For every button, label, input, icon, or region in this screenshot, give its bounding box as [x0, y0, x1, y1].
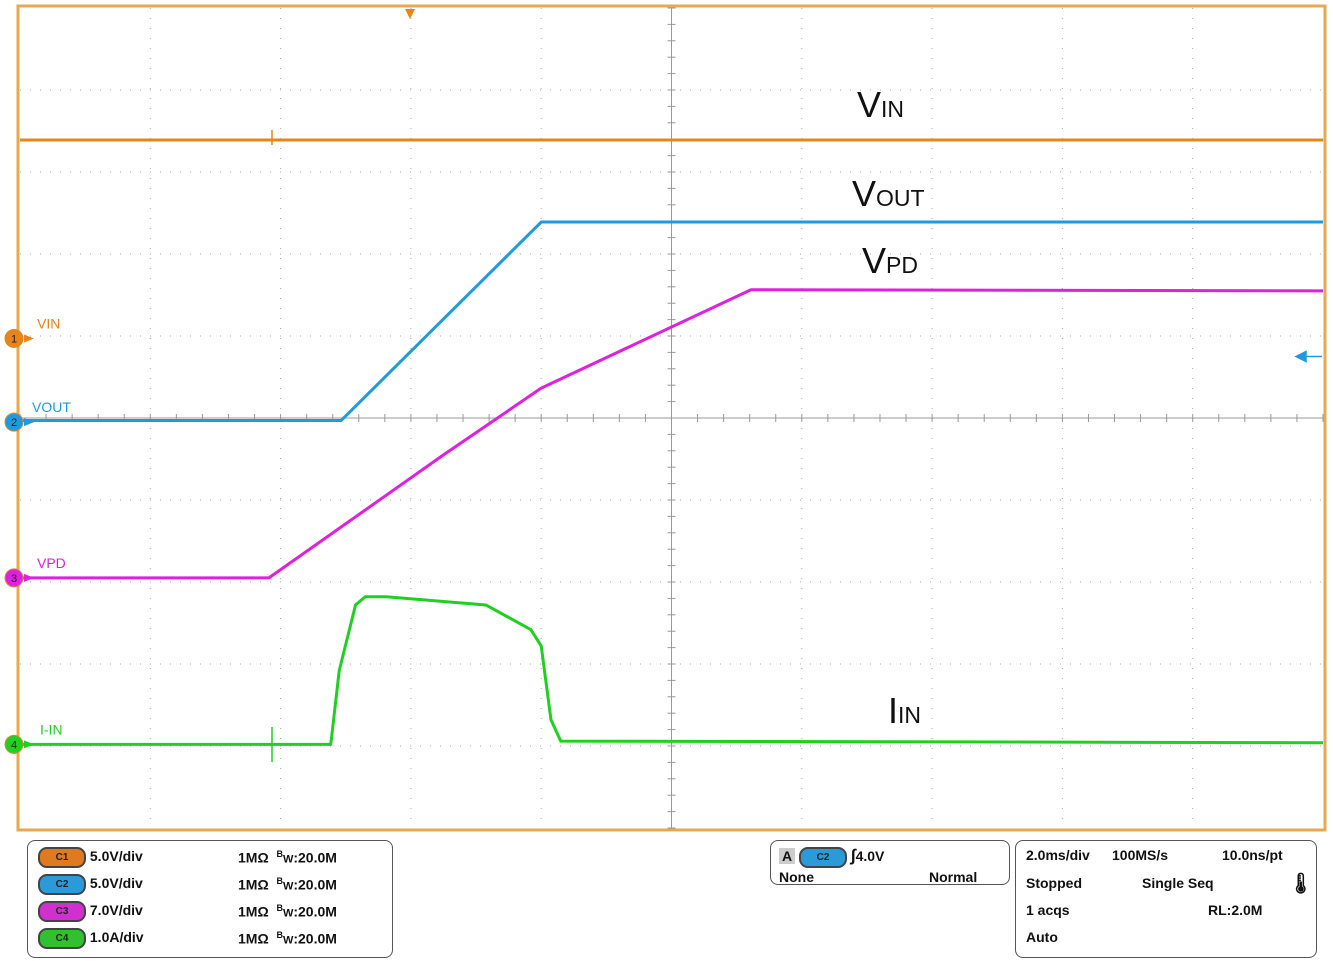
channel-badge[interactable]: C3	[38, 901, 86, 922]
channel-settings-panel: C1 5.0V/div 1MΩ BW:20.0M C2 5.0V/div 1MΩ…	[27, 840, 393, 958]
trace-vout	[20, 220, 1323, 422]
run-mode: Single Seq	[1142, 875, 1214, 891]
trigger-level-arrow-icon	[1294, 350, 1322, 363]
channel-badge[interactable]: C4	[38, 928, 86, 949]
sample-rate: 100MS/s	[1112, 847, 1169, 863]
record-length: RL:2.0M	[1208, 902, 1263, 918]
timebase: 2.0ms/div	[1026, 847, 1090, 863]
channel-scale: 7.0V/div	[89, 902, 143, 919]
channel-impedance-1: 1MΩ BW:20.0M	[238, 849, 337, 866]
trigger-mode: Normal	[929, 869, 978, 885]
channel-marker-number: 4	[11, 739, 17, 751]
acquisition-panel[interactable]: 2.0ms/div 100MS/s 10.0ns/pt Stopped Sing…	[1015, 840, 1317, 958]
trigger-auto: Auto	[1026, 929, 1058, 945]
trigger-coupling: None	[779, 869, 814, 885]
channel-marker-number: 3	[11, 573, 17, 585]
channel-1-ground-marker	[4, 328, 24, 348]
channel-row-3[interactable]: C3 7.0V/div	[38, 901, 143, 922]
channel-scale: 5.0V/div	[89, 875, 143, 892]
channel-badge[interactable]: C2	[38, 874, 86, 895]
channel-row-1[interactable]: C1 5.0V/div	[38, 847, 143, 868]
channel-3-ground-marker	[4, 568, 24, 588]
acq-state: Stopped	[1026, 875, 1082, 891]
trigger-panel[interactable]: A C2 ∫4.0V None Normal	[770, 840, 1010, 885]
channel-marker-number: 1	[11, 333, 17, 345]
ground-arrow	[24, 418, 34, 427]
annotation-vin: VIN	[857, 84, 905, 125]
channel-impedance-4: 1MΩ BW:20.0M	[238, 930, 337, 947]
channel-row-2[interactable]: C2 5.0V/div	[38, 874, 143, 895]
trace-vpd	[20, 288, 1324, 580]
trigger-source-badge[interactable]: C2	[799, 846, 848, 868]
thermometer-icon: 🌡	[1288, 873, 1314, 895]
trace-i-in	[20, 595, 1324, 746]
annotation-vpd: VPD	[862, 240, 918, 281]
acq-count: 1 acqs	[1026, 902, 1070, 918]
channel-marker-number: 2	[11, 417, 17, 429]
trigger-position-marker	[405, 9, 415, 19]
trigger-level: 4.0V	[855, 848, 885, 864]
ground-arrow	[24, 740, 34, 749]
ground-arrow	[24, 334, 34, 343]
channel-impedance-3: 1MΩ BW:20.0M	[238, 903, 337, 920]
ground-arrow	[24, 573, 34, 582]
channel-scale: 1.0A/div	[89, 929, 144, 946]
channel-badge[interactable]: C1	[38, 847, 86, 868]
trigger-mode-letter: A	[779, 848, 796, 864]
annotation-vout: VOUT	[852, 173, 925, 214]
trace-label: VOUT	[32, 399, 71, 415]
trace-label: I-IN	[40, 721, 63, 737]
trace-label: VPD	[37, 555, 66, 571]
trace-label: VIN	[37, 315, 60, 331]
channel-4-ground-marker	[4, 734, 24, 754]
channel-2-ground-marker	[4, 412, 24, 432]
channel-row-4[interactable]: C4 1.0A/div	[38, 928, 144, 949]
annotation-iin: IIN	[888, 690, 922, 731]
channel-impedance-2: 1MΩ BW:20.0M	[238, 876, 337, 893]
channel-scale: 5.0V/div	[89, 848, 143, 865]
resolution: 10.0ns/pt	[1222, 847, 1283, 863]
rising-edge-icon: ∫	[850, 846, 856, 865]
